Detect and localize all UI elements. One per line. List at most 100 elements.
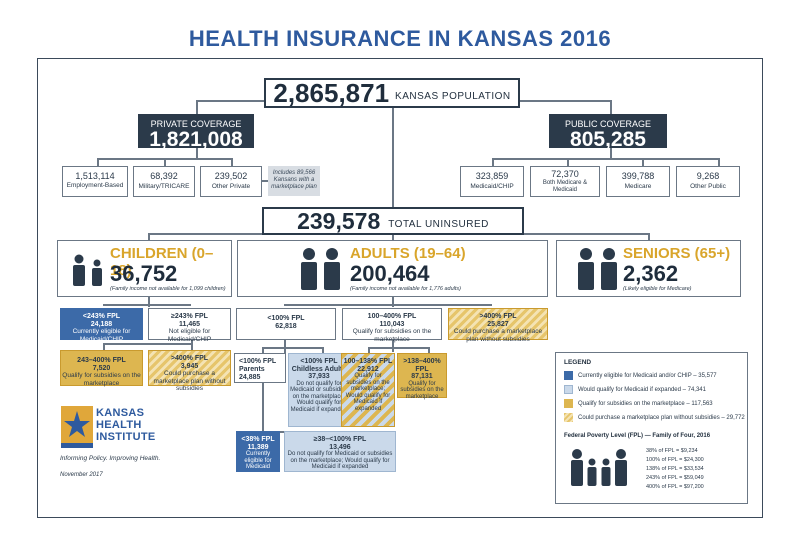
private-item-employment: 1,513,114 Employment-Based (62, 166, 128, 197)
uninsured-label: TOTAL UNINSURED (388, 218, 489, 230)
private-item-other: 239,502 Other Private (200, 166, 262, 197)
fpl-header: 100–400% FPL (367, 313, 417, 320)
connector-line (492, 158, 718, 160)
adults-above-400-box: >400% FPL 25,827 Could purchase a market… (448, 308, 548, 343)
adults-name: ADULTS (19–64) (350, 245, 466, 262)
connector-line (196, 100, 264, 102)
public-item-label: Other Public (690, 183, 726, 190)
diagram-frame (37, 58, 763, 518)
private-item-value: 68,392 (150, 171, 178, 181)
adults-value: 200,464 (350, 261, 430, 286)
connector-line (392, 340, 394, 352)
fpl-text: Not eligible for Medicaid/CHIP (167, 328, 212, 343)
fpl-table-title: Federal Poverty Level (FPL) — Family of … (564, 433, 711, 439)
fpl-text: Do not qualify for Medicaid or subsidies… (290, 380, 348, 413)
fpl-text: Currently eligible for Medicaid/CHIP (72, 328, 131, 343)
children-above-243-box: ≥243% FPL 11,465 Not eligible for Medica… (148, 308, 231, 343)
connector-line (164, 158, 166, 166)
public-coverage-value: 805,285 (570, 128, 646, 151)
fpl-header: 243–400% FPL (77, 357, 126, 364)
public-item-label: Medicare (624, 183, 652, 190)
connector-line (103, 343, 105, 350)
fpl-header: <100% FPL (267, 315, 305, 322)
marketplace-note: Includes 89,566 Kansans with a marketpla… (268, 166, 320, 196)
fpl-text: Currently eligible for Medicaid (244, 451, 272, 470)
population-label: KANSAS POPULATION (395, 90, 511, 102)
private-item-label: Military/TRICARE (138, 183, 190, 190)
connector-line (610, 148, 612, 158)
below-38-box: <38% FPL 11,389 Currently eligible for M… (236, 431, 280, 472)
khi-tagline: Informing Policy. Improving Health. (60, 455, 161, 462)
legend-swatch (564, 413, 573, 422)
connector-line (492, 158, 494, 166)
connector-line (262, 347, 264, 353)
fpl-text: Qualify for subsidies on the marketplace… (345, 373, 391, 412)
uninsured-value: 239,578 (297, 207, 381, 234)
fpl-value: 24,188 (90, 320, 113, 328)
private-coverage-label: PRIVATE COVERAGE (150, 119, 242, 129)
fpl-row: 138% of FPL = $33,534 (646, 466, 704, 472)
adults-note: (Family income not available for 1,776 a… (350, 286, 461, 292)
public-item-both: 72,370 Both Medicare & Medicaid (530, 166, 600, 197)
connector-line (392, 297, 394, 307)
connector-line (231, 158, 233, 166)
fpl-header: <100% FPL Childless Adults (291, 358, 347, 373)
seniors-note: (Likely eligible for Medicare) (623, 286, 692, 292)
khi-name-line: HEALTH (96, 419, 142, 431)
fpl-value: 110,043 (379, 320, 405, 328)
connector-line (191, 340, 193, 350)
private-item-label: Other Private (211, 183, 251, 190)
kansas-state-icon (61, 406, 93, 448)
fpl-row: 243% of FPL = $59,049 (646, 475, 704, 481)
legend-title: LEGEND (564, 359, 592, 366)
connector-line (392, 235, 394, 241)
fpl-text: Do not qualify for Medicaid or subsidies… (287, 451, 393, 470)
connector-line (196, 148, 198, 158)
fpl-header: >400% FPL (479, 313, 517, 320)
private-item-value: 239,502 (214, 171, 248, 181)
public-item-value: 399,788 (621, 171, 655, 181)
population-box: 2,865,871 KANSAS POPULATION (264, 78, 520, 108)
children-value: 36,752 (110, 261, 178, 286)
legend-label: Could purchase a marketplace plan withou… (578, 414, 745, 421)
connector-line (567, 158, 569, 166)
connector-line (284, 304, 492, 306)
fpl-row: 38% of FPL = $9,234 (646, 448, 698, 454)
connector-line (368, 347, 370, 353)
khi-name-line: INSTITUTE (96, 431, 156, 443)
fpl-value: 37,933 (308, 373, 330, 380)
connector-line (103, 304, 191, 306)
khi-name: KANSAS HEALTH INSTITUTE (96, 407, 156, 443)
legend-swatch (564, 385, 573, 394)
connector-line (520, 100, 610, 102)
public-item-label: Medicaid/CHIP (470, 183, 514, 190)
adults-138-400-box: >138–400% FPL 87,131 Qualify for subsidi… (397, 353, 447, 400)
connector-line (610, 100, 612, 114)
children-below-243-box: <243% FPL 24,188 Currently eligible for … (60, 308, 143, 343)
connector-line (392, 108, 394, 207)
fpl-text: Qualify for subsidies on the marketplace (400, 380, 444, 400)
fpl-header: <100% FPL Parents (239, 358, 277, 373)
connector-line (103, 343, 191, 345)
private-coverage-box: PRIVATE COVERAGE 1,821,008 (138, 114, 254, 151)
fpl-value: 62,818 (275, 322, 297, 330)
private-item-label: Employment-Based (66, 182, 124, 189)
connector-line (718, 158, 720, 166)
connector-line (262, 180, 268, 182)
seniors-group: SENIORS (65+) 2,362 (Likely eligible for… (556, 240, 741, 297)
fpl-value: 24,885 (239, 374, 261, 381)
connector-line (648, 233, 650, 240)
public-item-value: 72,370 (551, 169, 579, 179)
38-100-box: ≥38–<100% FPL 13,496 Do not qualify for … (284, 431, 396, 472)
fpl-text: Could purchase a marketplace plan withou… (153, 370, 226, 392)
adults-group: ADULTS (19–64) 200,464 (Family income no… (237, 240, 548, 297)
public-item-value: 323,859 (475, 171, 509, 181)
public-item-medicaid: 323,859 Medicaid/CHIP (460, 166, 524, 197)
fpl-value: 87,131 (411, 373, 433, 380)
connector-line (148, 233, 150, 240)
children-above-400-box: >400% FPL 3,945 Could purchase a marketp… (148, 350, 231, 392)
fpl-value: 13,496 (329, 443, 351, 451)
children-name: CHILDREN (0–18) (110, 245, 214, 279)
khi-name-line: KANSAS (96, 407, 145, 419)
seniors-name: SENIORS (65+) (623, 245, 731, 262)
